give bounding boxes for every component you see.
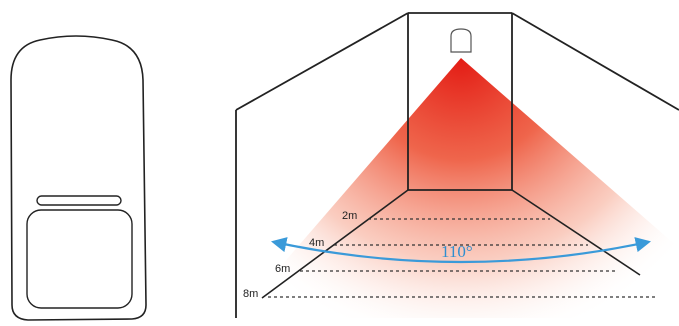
mounted-sensor-icon	[450, 28, 472, 53]
distance-label-2m: 2m	[342, 210, 357, 222]
coverage-room: 2m 4m 6m 8m 110°	[235, 12, 679, 318]
detection-beam	[236, 58, 679, 318]
distance-label-8m: 8m	[243, 288, 258, 300]
sensor-lens-window	[26, 209, 133, 309]
motion-sensor-front	[10, 35, 147, 321]
coverage-angle-arc	[270, 237, 652, 264]
mounted-sensor	[450, 28, 472, 53]
distance-label-4m: 4m	[309, 237, 324, 249]
left-wall-top-edge	[235, 12, 409, 111]
coverage-angle-label: 110°	[441, 242, 473, 261]
right-wall-top-edge	[511, 12, 679, 111]
distance-label-6m: 6m	[275, 263, 290, 275]
sensor-indicator-slot	[36, 195, 122, 206]
right-floor-edge	[511, 189, 641, 276]
